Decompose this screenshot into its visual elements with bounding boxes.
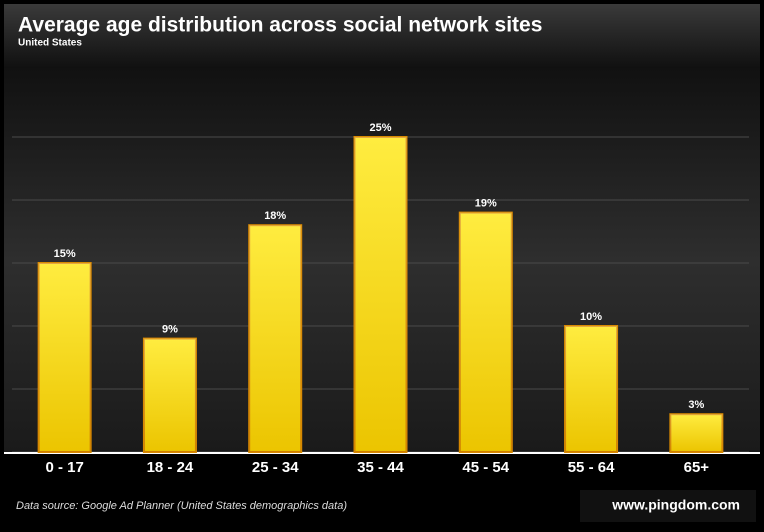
bar-shine: [670, 414, 723, 452]
value-label: 25%: [369, 122, 391, 134]
x-tick-label: 55 - 64: [568, 459, 615, 476]
bar-shine: [354, 137, 407, 452]
x-tick-label: 35 - 44: [357, 459, 404, 476]
bar-shine: [565, 326, 618, 452]
x-tick-label: 45 - 54: [462, 459, 509, 476]
x-tick-label: 0 - 17: [45, 459, 83, 476]
value-label: 9%: [162, 324, 178, 336]
category-band: [4, 454, 760, 484]
value-label: 19%: [475, 198, 497, 210]
source-note: Data source: Google Ad Planner (United S…: [16, 500, 347, 512]
credit: www.pingdom.com: [611, 497, 740, 513]
bar-shine: [143, 338, 196, 452]
value-label: 15%: [54, 248, 76, 260]
credit-box: [580, 490, 756, 522]
x-tick-label: 18 - 24: [147, 459, 194, 476]
bar-shine: [459, 212, 512, 452]
value-label: 18%: [264, 210, 286, 222]
chart-subtitle: United States: [18, 38, 82, 49]
bar-shine: [38, 263, 91, 452]
bar-shine: [249, 225, 302, 452]
value-label: 10%: [580, 311, 602, 323]
chart-title: Average age distribution across social n…: [18, 14, 542, 37]
value-label: 3%: [688, 399, 704, 411]
x-tick-label: 65+: [684, 459, 710, 476]
header-band: [4, 4, 760, 68]
x-tick-label: 25 - 34: [252, 459, 299, 476]
